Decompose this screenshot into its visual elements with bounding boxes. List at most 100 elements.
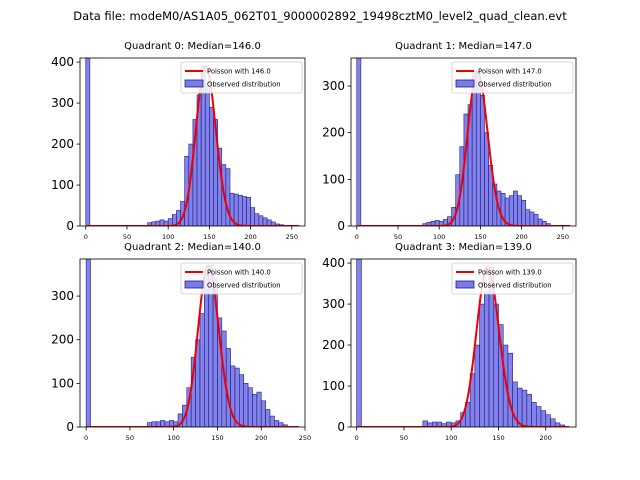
histogram-bar	[531, 402, 537, 427]
x-tick-label: 0	[355, 434, 359, 442]
x-tick-label: 100	[445, 434, 457, 442]
histogram-bar	[250, 207, 256, 226]
histogram-bar	[480, 95, 485, 226]
legend: Poisson with 146.0 Observed distribution	[180, 61, 303, 94]
legend-box	[180, 262, 303, 295]
histogram-bar	[269, 415, 275, 427]
histogram-bar	[521, 389, 528, 427]
x-tick-label: 100	[167, 434, 179, 442]
y-tick-label: 300	[51, 96, 74, 110]
legend-poisson-label: Poisson with 146.0	[207, 68, 271, 76]
subplot-title: Quadrant 2: Median=140.0	[124, 242, 261, 253]
histogram-bar	[254, 213, 260, 226]
y-tick-label: 100	[51, 376, 74, 390]
histogram-bar	[529, 211, 535, 226]
histogram-bar	[256, 391, 262, 427]
x-tick-label: 150	[492, 434, 504, 442]
legend-box	[180, 61, 303, 94]
histogram-bars	[356, 259, 565, 427]
poisson-curve	[86, 65, 300, 226]
histogram-bar	[517, 195, 522, 226]
legend-observed-label: Observed distribution	[478, 282, 552, 290]
x-tick-label: 50	[400, 434, 408, 442]
axes-frame	[79, 57, 306, 227]
x-tick-label: 250	[557, 233, 569, 241]
histogram-bar	[559, 424, 565, 427]
histogram-bar	[85, 58, 91, 226]
histogram-bar	[474, 344, 480, 427]
legend-poisson-label: Poisson with 147.0	[478, 68, 542, 76]
x-tick-label: 0	[84, 233, 88, 241]
poisson-curve	[357, 71, 571, 226]
histogram-bar	[204, 273, 209, 427]
y-tick-label: 300	[322, 79, 345, 93]
axes-frame	[350, 57, 577, 227]
y-tick-label: 0	[337, 219, 345, 233]
legend-observed-swatch	[455, 79, 475, 88]
histogram-bar	[233, 193, 239, 226]
x-tick-label: 150	[474, 233, 486, 241]
x-tick-label: 150	[203, 233, 215, 241]
subplot-quadrant-0: 0 50 100 150 200 250 0 100 200 300 400 Quadrant 0: …	[51, 41, 306, 241]
histogram-bar	[537, 218, 543, 226]
subplot-quadrant-2: 0 50 100 150 200 250 0 100 200 300 Quadrant 2: Med…	[51, 242, 311, 442]
legend: Poisson with 139.0 Observed distribution	[451, 262, 574, 295]
y-tick-label: 100	[322, 172, 345, 186]
histogram-bar	[546, 223, 551, 226]
y-tick-label: 200	[322, 126, 345, 140]
histogram-bar	[507, 352, 513, 427]
histogram-bar	[258, 215, 264, 226]
legend-poisson-label: Poisson with 139.0	[478, 269, 542, 277]
x-tick-label: 200	[244, 233, 256, 241]
poisson-curve	[87, 264, 299, 427]
histogram-bar	[243, 383, 249, 427]
y-tick-label: 400	[51, 55, 74, 69]
legend-poisson-label: Poisson with 140.0	[207, 269, 271, 277]
histogram-bar	[508, 195, 514, 226]
histogram-bar	[242, 196, 247, 226]
histogram-bar	[265, 409, 271, 427]
y-tick-label: 100	[322, 379, 345, 393]
histogram-bar	[247, 387, 253, 427]
histogram-bar	[356, 58, 362, 226]
x-tick-label: 150	[211, 434, 223, 442]
x-tick-label: 250	[286, 233, 298, 241]
histogram-bar	[525, 209, 531, 226]
legend-observed-swatch	[455, 280, 475, 289]
axes-frame	[350, 258, 577, 428]
legend-observed-swatch	[184, 79, 204, 88]
x-tick-label: 250	[299, 434, 311, 442]
y-tick-label: 0	[66, 420, 74, 434]
histogram-bar	[545, 414, 551, 427]
legend-observed-label: Observed distribution	[207, 81, 281, 89]
x-tick-label: 50	[126, 434, 134, 442]
legend: Poisson with 140.0 Observed distribution	[180, 262, 303, 295]
y-tick-label: 100	[51, 178, 74, 192]
histogram-bar	[262, 217, 268, 226]
histogram-bar	[237, 194, 243, 226]
histogram-bar	[199, 313, 205, 427]
histogram-bar	[540, 410, 547, 427]
x-tick-label: 200	[540, 434, 552, 442]
histogram-bar	[234, 367, 240, 427]
histogram-bar	[533, 214, 539, 226]
y-tick-label: 0	[337, 420, 345, 434]
histogram-bar	[526, 393, 532, 427]
x-tick-label: 200	[255, 434, 267, 442]
histogram-bar	[260, 400, 266, 427]
histogram-bar	[209, 106, 214, 226]
histogram-bar	[475, 71, 481, 226]
histogram-bar	[225, 168, 231, 226]
histogram-bar	[484, 132, 489, 226]
histogram-bar	[246, 197, 251, 226]
histogram-bar	[550, 418, 556, 427]
histogram-bar	[252, 393, 258, 427]
y-tick-label: 200	[51, 137, 74, 151]
subplot-title: Quadrant 3: Median=139.0	[395, 242, 532, 253]
y-tick-label: 200	[51, 333, 74, 347]
histogram-bar	[521, 200, 527, 226]
x-tick-label: 100	[162, 233, 174, 241]
x-tick-label: 100	[433, 233, 445, 241]
x-tick-label: 200	[515, 233, 527, 241]
